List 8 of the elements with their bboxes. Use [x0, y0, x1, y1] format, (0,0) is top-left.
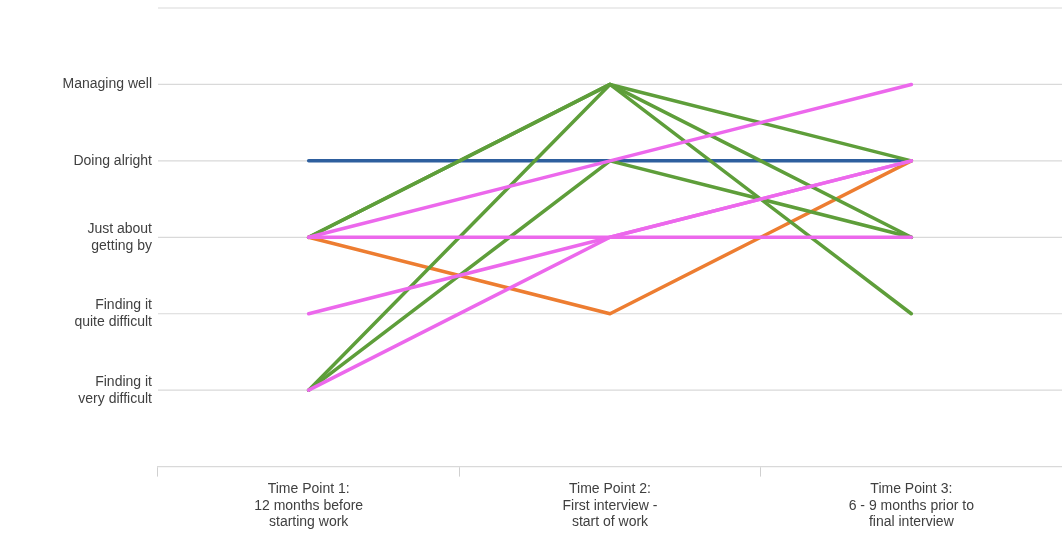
- ref-line-label: Doing alright: [73, 151, 153, 168]
- ref-line-label: Finding it quite difficult: [74, 296, 153, 330]
- ref-line-label: Managing well: [62, 75, 152, 92]
- x-tick-label: Time Point 1: 12 months before starting work: [254, 479, 364, 530]
- x-tick-label: Time Point 3: 6 - 9 months prior to final interview: [848, 479, 975, 530]
- ref-line-label: Finding it very difficult: [78, 372, 153, 406]
- x-tick-label: Time Point 2: First interview - start of work: [562, 479, 658, 530]
- ref-line-label: Just about getting by: [87, 219, 153, 253]
